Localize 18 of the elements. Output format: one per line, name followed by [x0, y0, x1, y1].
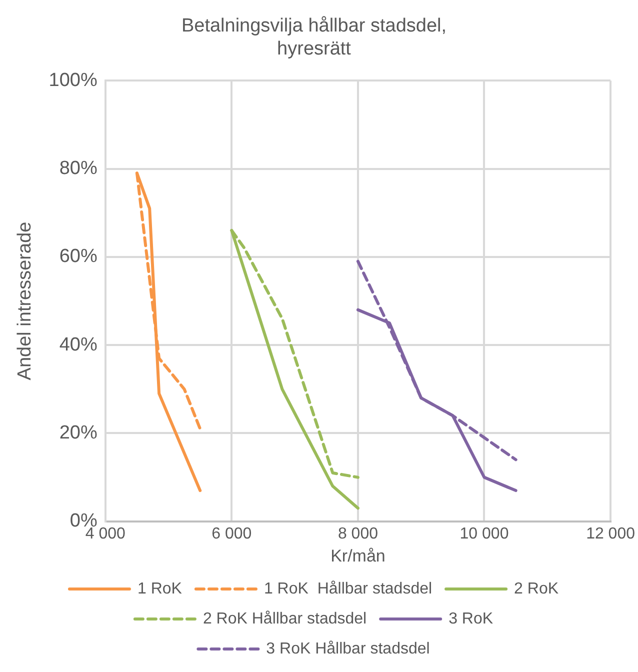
legend-label: 1 RoK [137, 580, 182, 598]
legend-label: 3 RoK [448, 610, 494, 628]
y-tick-label: 40% [59, 334, 98, 356]
legend-label: 2 RoK Hållbar stadsdel [202, 610, 367, 628]
x-tick-label: 6 000 [212, 525, 252, 542]
y-axis-title: Andel intresserade [14, 222, 36, 380]
legend-label: 2 RoK [514, 580, 559, 598]
x-tick-label: 8 000 [338, 525, 378, 542]
y-tick-label: 80% [59, 158, 98, 179]
y-tick-label: 20% [59, 422, 98, 444]
legend-label: 1 RoK Hållbar stadsdel [264, 580, 432, 598]
y-tick-label: 100% [48, 70, 98, 91]
x-tick-label: 10 000 [460, 525, 509, 542]
chart-title: Betalningsvilja hållbar stadsdel, hyresrätt [181, 16, 447, 60]
x-axis-title: Kr/mån [330, 546, 386, 566]
legend-label: 3 RoK Hållbar stadsdel [266, 640, 430, 658]
x-tick-label: 12 000 [586, 525, 636, 542]
y-tick-label: 60% [59, 246, 98, 268]
